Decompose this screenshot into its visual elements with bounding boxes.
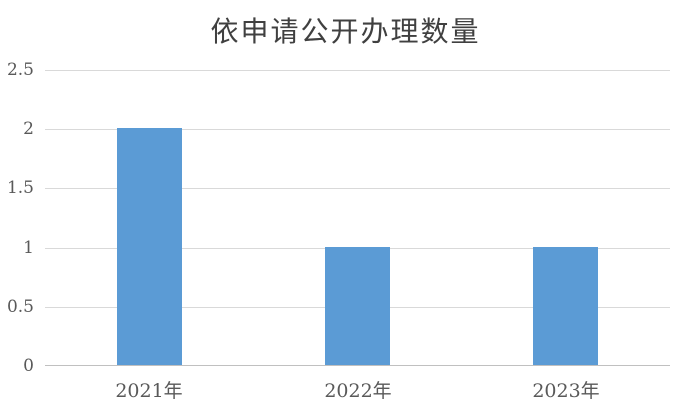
x-tick-label: 2022年 (324, 380, 392, 402)
y-tick-label: 1.5 (6, 178, 34, 198)
bar (533, 247, 598, 365)
x-tick-label: 2023年 (532, 380, 600, 402)
gridline (45, 188, 670, 189)
y-tick-label: 2 (23, 119, 34, 139)
y-tick-label: 0.5 (6, 297, 34, 317)
x-tick-label: 2021年 (115, 380, 183, 402)
plot-area (45, 70, 670, 366)
x-axis-line (45, 365, 670, 366)
y-tick-label: 2.5 (6, 60, 34, 80)
y-tick-label: 1 (23, 238, 34, 258)
bar (117, 128, 182, 365)
chart-title: 依申请公开办理数量 (210, 15, 481, 48)
bar (325, 247, 390, 365)
y-tick-label: 0 (23, 356, 34, 376)
gridline (45, 70, 670, 71)
gridline (45, 129, 670, 130)
